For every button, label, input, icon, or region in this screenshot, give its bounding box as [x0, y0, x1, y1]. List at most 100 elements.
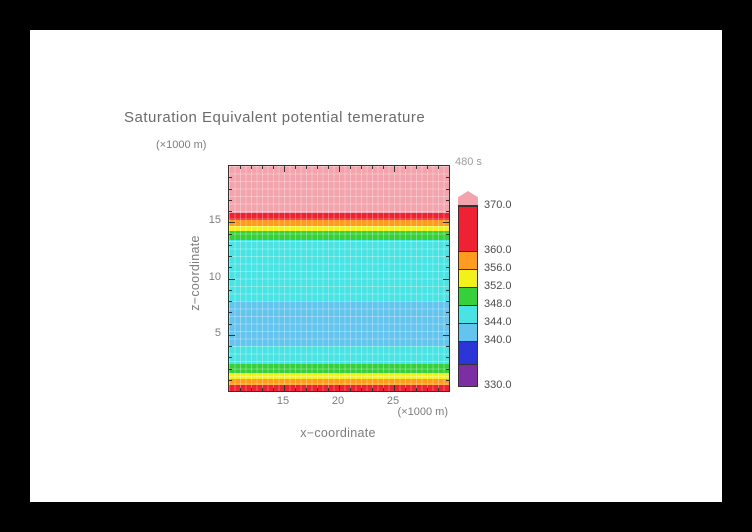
tick-mark [339, 385, 340, 391]
tick-mark [446, 267, 449, 269]
colorbar-label: 360.0 [484, 244, 512, 256]
tick-mark [416, 166, 417, 169]
field-band [229, 346, 449, 365]
tick-mark [361, 166, 362, 169]
tick-mark [443, 222, 449, 224]
y-tick-label: 10 [208, 270, 221, 283]
tick-mark [361, 388, 362, 391]
colorbar-segment [459, 323, 477, 341]
tick-mark [229, 256, 232, 257]
tick-mark [306, 388, 307, 391]
tick-mark [446, 357, 449, 359]
heatmap-field [229, 166, 449, 391]
field-band [229, 225, 449, 232]
tick-mark [328, 166, 329, 169]
tick-mark [446, 368, 449, 370]
tick-mark [229, 267, 232, 269]
tick-mark [229, 357, 232, 359]
tick-mark [229, 233, 232, 235]
x-axis-unit: (×1000 m) [397, 406, 448, 418]
tick-mark [427, 388, 428, 391]
tick-mark [273, 166, 274, 169]
colorbar-label: 330.0 [484, 379, 512, 391]
tick-mark [350, 388, 351, 391]
tick-mark [262, 166, 263, 169]
tick-mark [229, 379, 232, 381]
tick-mark [446, 379, 449, 381]
tick-mark [446, 301, 449, 302]
colorbar-segment [459, 269, 477, 287]
tick-mark [438, 388, 439, 391]
tick-mark [229, 199, 232, 201]
tick-mark [229, 244, 232, 246]
tick-mark [229, 368, 232, 370]
tick-mark [446, 244, 449, 246]
tick-mark [273, 388, 274, 391]
tick-mark [251, 388, 252, 391]
time-stamp: 480 s [455, 156, 482, 168]
tick-mark [240, 166, 241, 169]
plot-title: Saturation Equivalent potential temeratu… [124, 109, 426, 126]
tick-mark [229, 211, 232, 212]
x-tick-label: 15 [276, 395, 290, 407]
tick-mark [446, 177, 449, 179]
colorbar-segment [459, 251, 477, 269]
tick-mark [328, 388, 329, 391]
tick-mark [446, 199, 449, 201]
colorbar-label: 352.0 [484, 280, 512, 292]
tick-mark [394, 385, 395, 391]
tick-mark [284, 166, 285, 172]
tick-mark [383, 388, 384, 391]
colorbar [458, 205, 478, 387]
plot-area [228, 165, 450, 392]
field-band [229, 220, 449, 227]
tick-mark [427, 166, 428, 169]
tick-mark [383, 166, 384, 169]
field-band [229, 240, 449, 302]
tick-mark [443, 334, 449, 336]
x-tick-label: 25 [386, 395, 400, 407]
field-band [229, 373, 449, 380]
x-tick-label: 20 [331, 395, 345, 407]
tick-mark [438, 166, 439, 169]
tick-mark [295, 388, 296, 391]
tick-mark [229, 188, 232, 190]
tick-mark [372, 166, 373, 169]
field-band [229, 301, 449, 347]
field-band [229, 364, 449, 374]
tick-mark [229, 301, 232, 302]
colorbar-label: 348.0 [484, 298, 512, 310]
colorbar-label: 340.0 [484, 334, 512, 346]
tick-mark [229, 222, 235, 224]
tick-mark [443, 278, 449, 280]
tick-mark [229, 334, 235, 336]
y-tick-label: 5 [214, 326, 221, 339]
colorbar-segment [459, 363, 477, 386]
colorbar-arrow [458, 191, 478, 206]
field-band [229, 213, 449, 221]
colorbar-segment [459, 206, 477, 251]
tick-mark [394, 166, 395, 172]
field-band [229, 166, 449, 214]
tick-mark [229, 289, 232, 291]
tick-mark [446, 188, 449, 190]
tick-mark [446, 312, 449, 314]
field-band [229, 378, 449, 386]
colorbar-segment [459, 305, 477, 323]
tick-mark [446, 346, 449, 347]
tick-mark [306, 166, 307, 169]
tick-mark [229, 278, 235, 280]
y-tick-label: 15 [208, 214, 221, 227]
tick-mark [339, 166, 340, 172]
tick-mark [317, 388, 318, 391]
tick-mark [372, 388, 373, 391]
colorbar-label: 370.0 [484, 199, 512, 211]
tick-mark [446, 256, 449, 257]
colorbar-segment [459, 287, 477, 305]
tick-mark [416, 388, 417, 391]
colorbar-label: 344.0 [484, 316, 512, 328]
tick-mark [251, 166, 252, 169]
plot-page: Saturation Equivalent potential temeratu… [30, 30, 722, 502]
tick-mark [295, 166, 296, 169]
